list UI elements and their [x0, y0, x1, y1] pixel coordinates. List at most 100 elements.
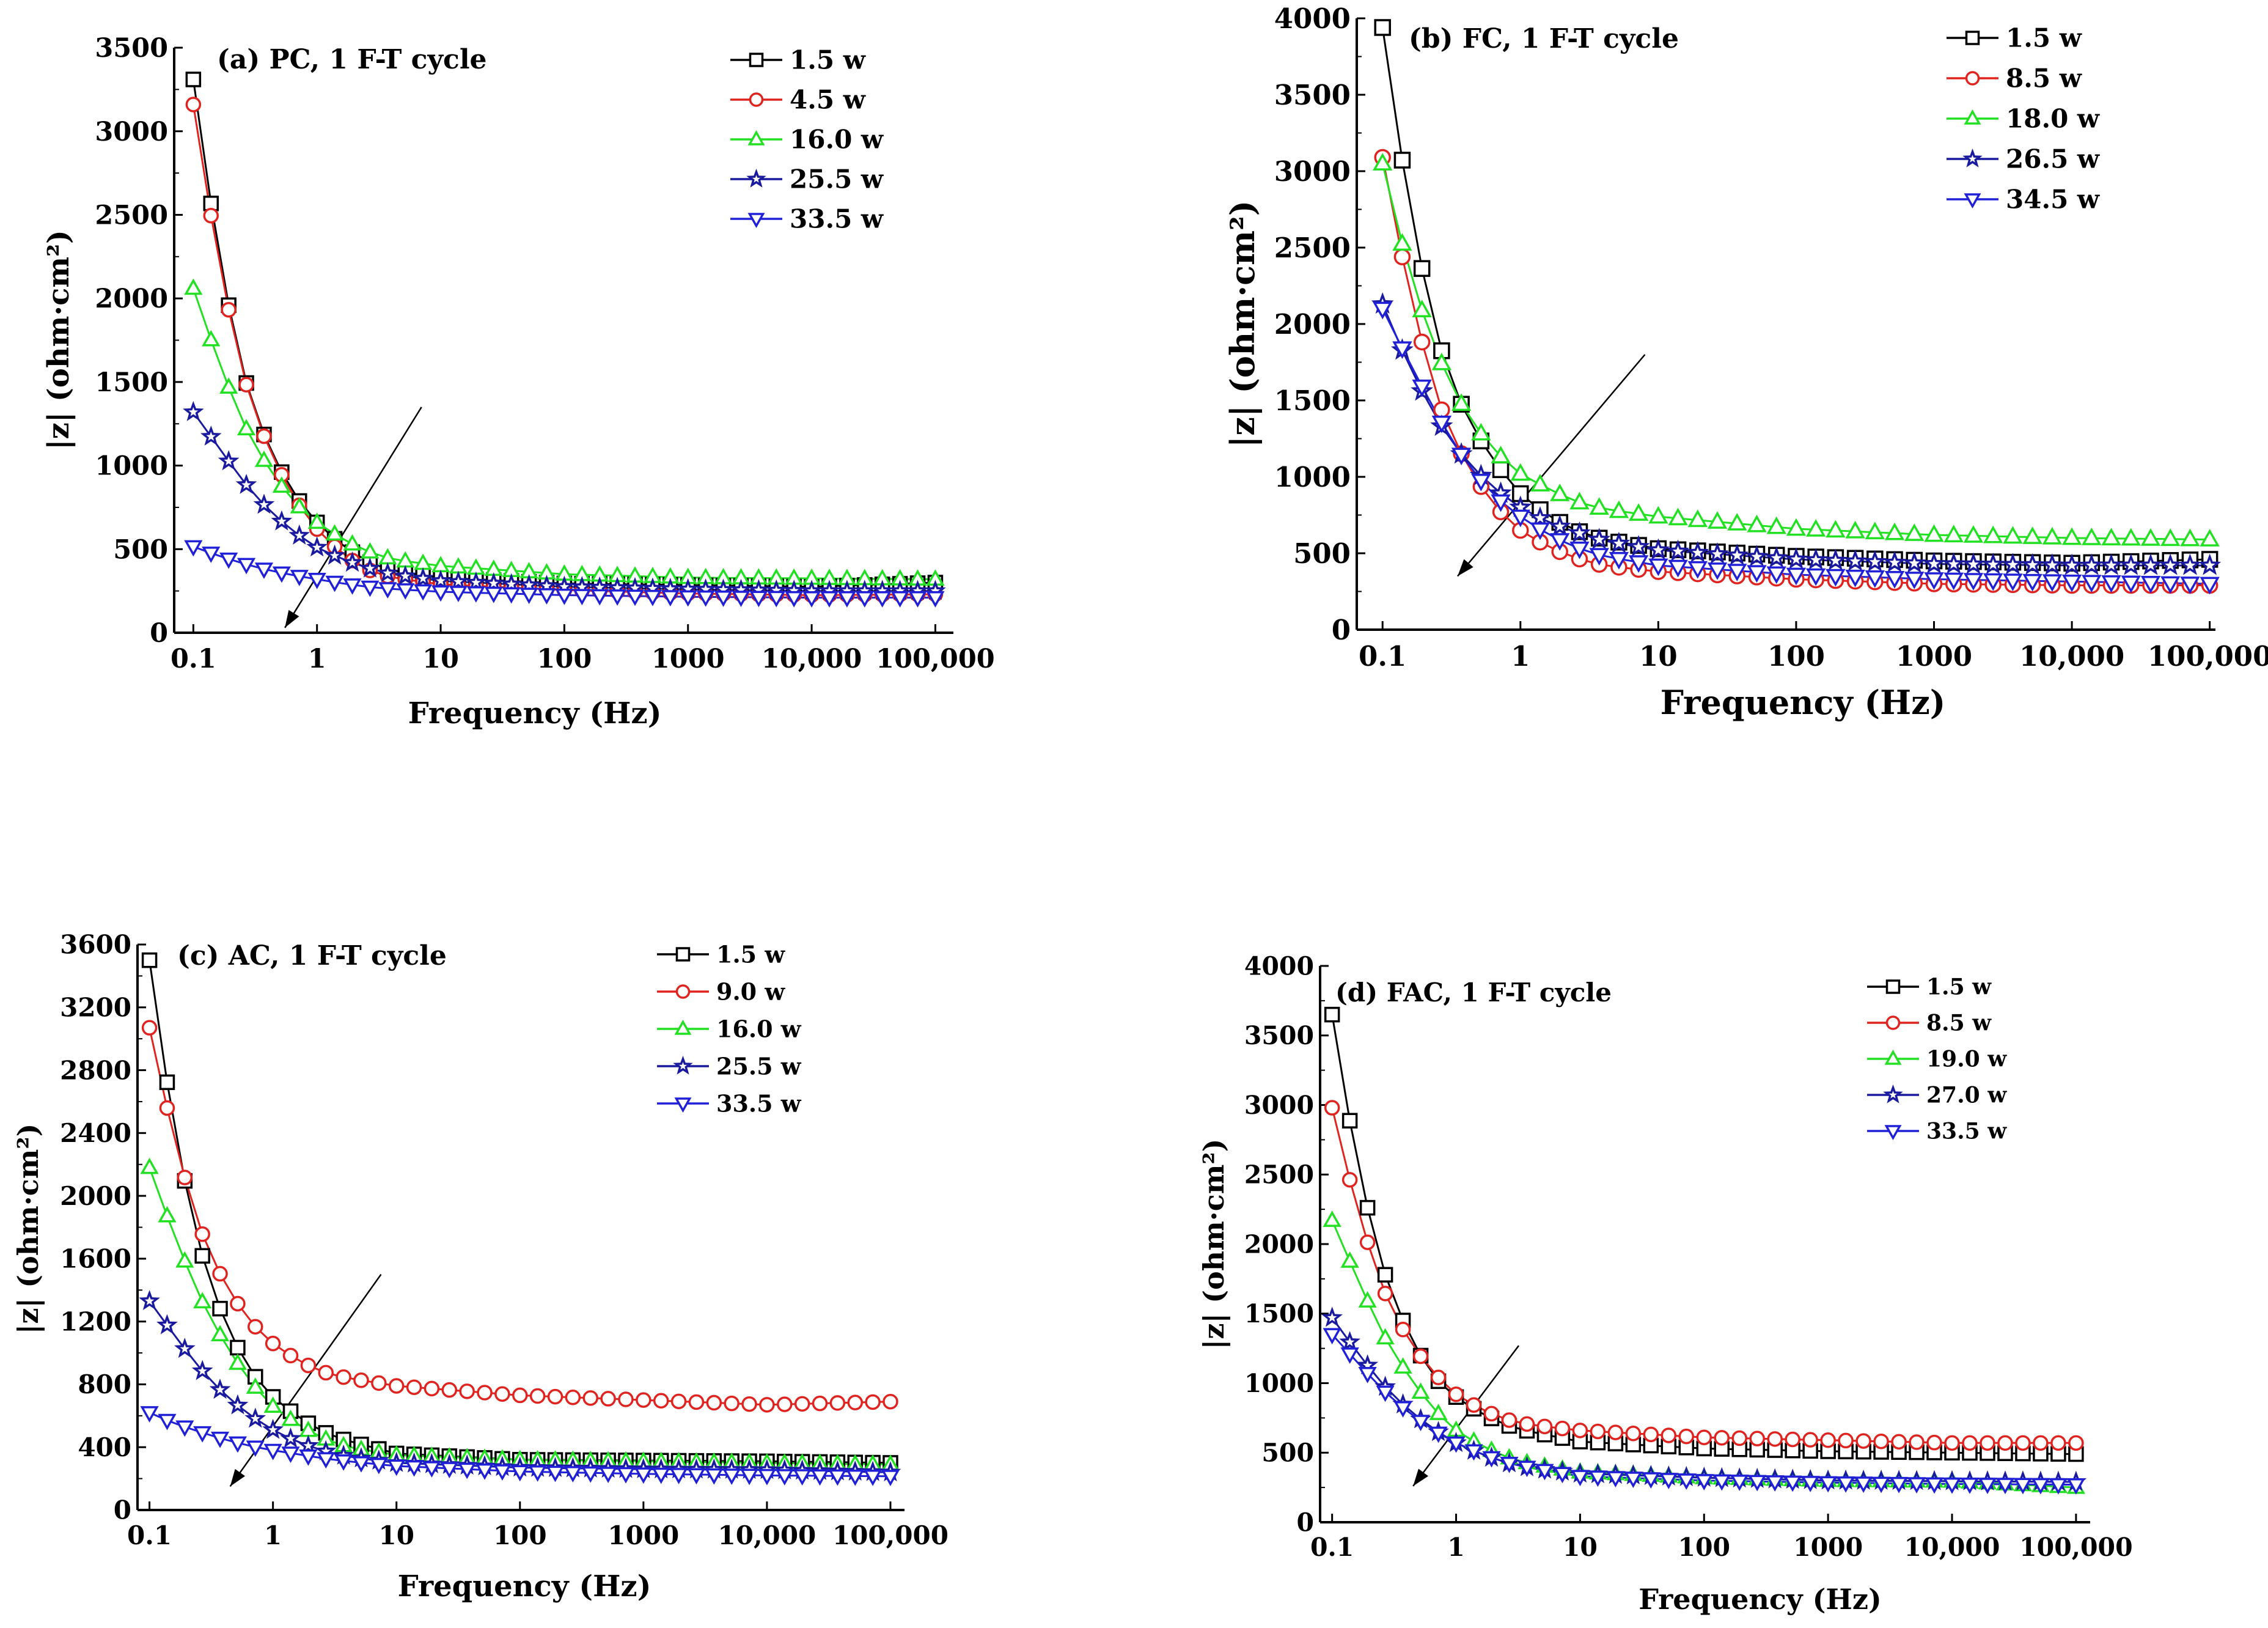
- data-point: [2180, 528, 2200, 547]
- data-point: [343, 578, 362, 595]
- data-point: [1962, 1435, 1978, 1451]
- y-axis-title: |z| (ohm·cm²): [1223, 201, 1263, 448]
- data-point: [1491, 446, 1511, 463]
- data-point: [1571, 1470, 1590, 1487]
- data-point: [1960, 1478, 1980, 1494]
- data-point: [1554, 1420, 1571, 1437]
- legend-marker: [746, 168, 766, 188]
- data-point: [775, 1469, 794, 1486]
- data-point: [1377, 1267, 1393, 1283]
- data-point: [177, 1169, 193, 1185]
- data-point: [837, 591, 856, 608]
- data-point: [235, 473, 257, 494]
- y-axis-title: |z| (ohm·cm²): [42, 230, 76, 450]
- y-tick-label: 2500: [1274, 232, 1351, 264]
- data-point: [1786, 518, 1807, 536]
- legend-label: 16.0 w: [716, 1015, 802, 1042]
- data-point: [253, 493, 275, 514]
- data-point: [2061, 527, 2082, 545]
- data-point: [237, 558, 256, 575]
- data-point: [1712, 1474, 1731, 1491]
- data-point: [394, 565, 416, 586]
- data-point: [230, 1339, 246, 1356]
- data-point: [1431, 352, 1452, 370]
- panel-title: (c) AC, 1 F-T cycle: [177, 940, 447, 971]
- data-point: [1981, 553, 2005, 575]
- data-point: [812, 1395, 828, 1412]
- data-point: [466, 586, 485, 603]
- legend-label: 25.5 w: [790, 164, 884, 194]
- data-point: [1572, 1423, 1588, 1438]
- legend-marker: [749, 53, 764, 67]
- data-point: [1510, 509, 1530, 528]
- legend-marker: [674, 1019, 692, 1035]
- data-point: [1668, 559, 1688, 578]
- data-point: [282, 1347, 299, 1364]
- x-tick-label: 10,000: [762, 644, 862, 674]
- x-tick-label: 1: [1511, 640, 1530, 672]
- data-point: [430, 569, 452, 591]
- legend-marker: [749, 92, 764, 107]
- y-tick-label: 2000: [95, 284, 168, 314]
- data-point: [1845, 569, 1865, 587]
- data-point: [281, 1446, 300, 1464]
- data-point: [459, 1383, 475, 1399]
- data-point: [1471, 473, 1491, 492]
- data-point: [280, 1427, 301, 1448]
- data-point: [1804, 548, 1827, 570]
- data-point: [1393, 248, 1411, 265]
- data-point: [256, 428, 272, 444]
- y-tick-label: 1500: [1274, 385, 1351, 417]
- trend-arrow-head: [230, 1468, 245, 1487]
- y-tick-label: 0: [114, 1495, 131, 1525]
- data-point: [502, 587, 521, 604]
- data-point: [1393, 152, 1411, 169]
- legend-label: 9.0 w: [716, 978, 785, 1005]
- data-point: [1492, 461, 1510, 479]
- data-point: [1819, 1476, 1838, 1493]
- data-point: [2159, 553, 2182, 575]
- data-point: [194, 1248, 210, 1264]
- data-point: [1429, 1404, 1448, 1420]
- data-point: [705, 1468, 724, 1485]
- data-point: [2101, 575, 2121, 593]
- data-point: [846, 1469, 865, 1486]
- data-point: [1889, 1476, 1909, 1494]
- data-point: [1963, 573, 1984, 591]
- data-point: [1667, 539, 1690, 561]
- data-point: [290, 570, 309, 586]
- data-point: [636, 1392, 651, 1408]
- data-point: [1393, 1357, 1412, 1374]
- y-tick-label: 1500: [95, 367, 168, 398]
- y-tick-label: 0: [1296, 1508, 1314, 1537]
- legend-label: 18.0 w: [2006, 104, 2100, 134]
- data-point: [484, 586, 503, 603]
- data-point: [528, 1465, 547, 1482]
- data-point: [325, 575, 344, 592]
- legend-label: 8.5 w: [2006, 64, 2082, 94]
- legend-label: 1.5 w: [716, 940, 785, 968]
- data-point: [1412, 1348, 1429, 1365]
- data-point: [1745, 545, 1769, 567]
- data-point: [422, 1461, 441, 1478]
- x-tick-label: 10: [1639, 640, 1678, 672]
- data-point: [1430, 1369, 1447, 1385]
- data-point: [2160, 528, 2181, 547]
- legend-marker: [1884, 1049, 1902, 1065]
- data-point: [248, 1319, 263, 1335]
- data-point: [210, 1431, 230, 1448]
- data-point: [477, 1385, 493, 1401]
- data-point: [1838, 1432, 1854, 1449]
- data-point: [1695, 1474, 1714, 1490]
- data-point: [2160, 576, 2181, 594]
- data-point: [2061, 574, 2082, 592]
- data-point: [2101, 528, 2121, 546]
- data-point: [441, 1382, 458, 1398]
- y-tick-label: 2000: [1274, 308, 1351, 341]
- legend-label: 26.5 w: [2006, 144, 2100, 174]
- panel-title: (b) FC, 1 F-T cycle: [1409, 23, 1679, 54]
- data-point: [1883, 551, 1906, 573]
- data-point: [1907, 1477, 1926, 1494]
- data-point: [307, 572, 326, 589]
- data-point: [221, 301, 237, 318]
